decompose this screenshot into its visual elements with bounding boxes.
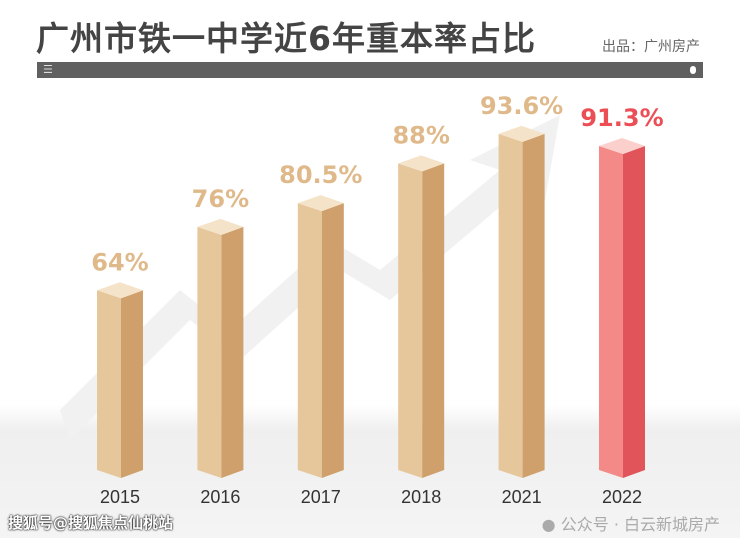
bar-side-2022 (623, 145, 645, 478)
chart-source: 出品：广州房产 (602, 39, 700, 55)
bar-top-2018 (398, 155, 445, 172)
bar-front-2022 (599, 145, 623, 478)
x-tick-2016: 2016 (200, 487, 240, 507)
bar-front-2017 (297, 203, 322, 479)
chart-title: 广州市铁一中学近6年重本率占比 (36, 19, 536, 58)
bar-top-2021 (498, 125, 545, 142)
bar-side-2017 (321, 203, 344, 479)
header-bar: ☰ (37, 62, 703, 78)
wechat-watermark: ● 公众号 · 白云新城房产 (542, 515, 720, 535)
bar-side-2018 (422, 163, 445, 478)
x-tick-2017: 2017 (301, 487, 341, 507)
wechat-watermark-text: 公众号 · 白云新城房产 (560, 515, 720, 534)
menu-icon: ☰ (43, 63, 53, 76)
bar-side-2015 (121, 290, 143, 478)
bar-side-2016 (221, 226, 244, 478)
bar-front-2018 (398, 163, 423, 478)
data-label-2021: 93.6% (480, 92, 563, 120)
bar-front-2015 (97, 290, 121, 478)
bar-top-2016 (197, 218, 244, 235)
bar-front-2016 (197, 226, 222, 478)
data-label-2016: 76% (192, 185, 249, 213)
x-tick-2021: 2021 (502, 487, 542, 507)
data-label-2017: 80.5% (279, 161, 362, 189)
x-tick-2015: 2015 (100, 487, 140, 507)
x-tick-2022: 2022 (602, 487, 642, 507)
bar-top-2017 (297, 195, 344, 212)
bar-top-2022 (599, 137, 645, 154)
data-label-2015: 64% (91, 248, 148, 276)
data-label-2018: 88% (392, 121, 449, 149)
dot-icon (690, 66, 696, 74)
data-label-2022: 91.3% (580, 104, 663, 132)
x-tick-2018: 2018 (401, 487, 441, 507)
bar-top-2015 (97, 282, 143, 299)
sohu-watermark: 搜狐号@搜狐焦点仙桃站 (8, 514, 174, 532)
bar-side-2021 (522, 133, 545, 479)
bar-front-2021 (498, 133, 523, 479)
wechat-icon: ● (541, 515, 556, 534)
